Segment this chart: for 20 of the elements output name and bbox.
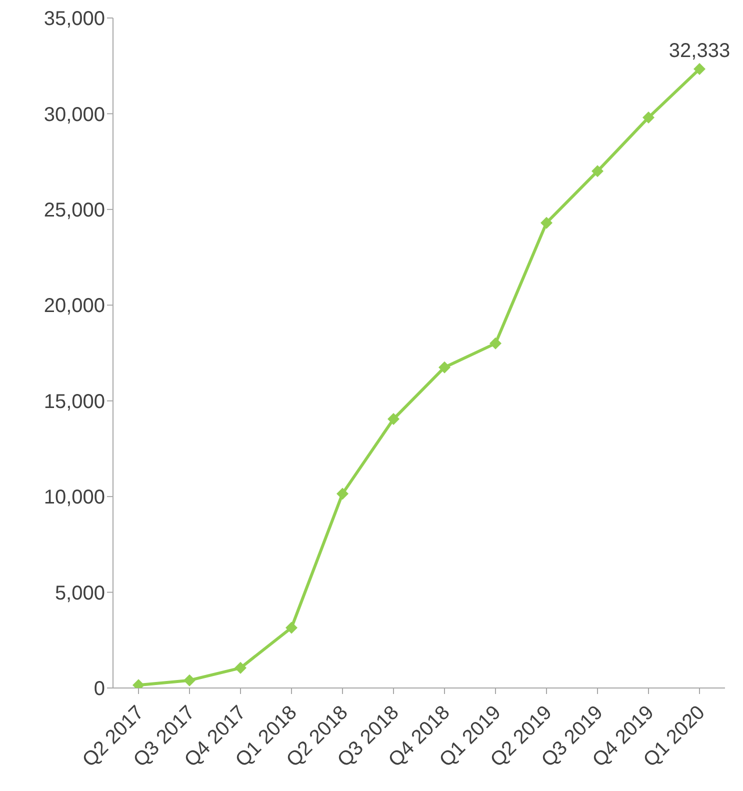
y-tick-label: 5,000 bbox=[54, 582, 105, 604]
point bbox=[286, 622, 298, 634]
point bbox=[694, 63, 706, 76]
point bbox=[540, 216, 552, 229]
point bbox=[388, 413, 400, 426]
y-tick-label: 0 bbox=[94, 678, 105, 700]
point bbox=[642, 112, 654, 124]
y-tick-label: 10,000 bbox=[44, 486, 105, 509]
y-tick-label: 35,000 bbox=[44, 8, 105, 30]
y-tick-label: 20,000 bbox=[44, 295, 105, 318]
data-label: 32,333 bbox=[668, 40, 730, 62]
y-tick-label: 15,000 bbox=[44, 390, 105, 413]
point bbox=[336, 488, 348, 500]
y-tick-label: 25,000 bbox=[44, 200, 105, 222]
point bbox=[438, 361, 450, 374]
point bbox=[490, 337, 502, 350]
y-tick-label: 30,000 bbox=[44, 104, 105, 126]
point bbox=[184, 674, 196, 686]
point bbox=[592, 165, 604, 178]
point bbox=[234, 662, 246, 674]
